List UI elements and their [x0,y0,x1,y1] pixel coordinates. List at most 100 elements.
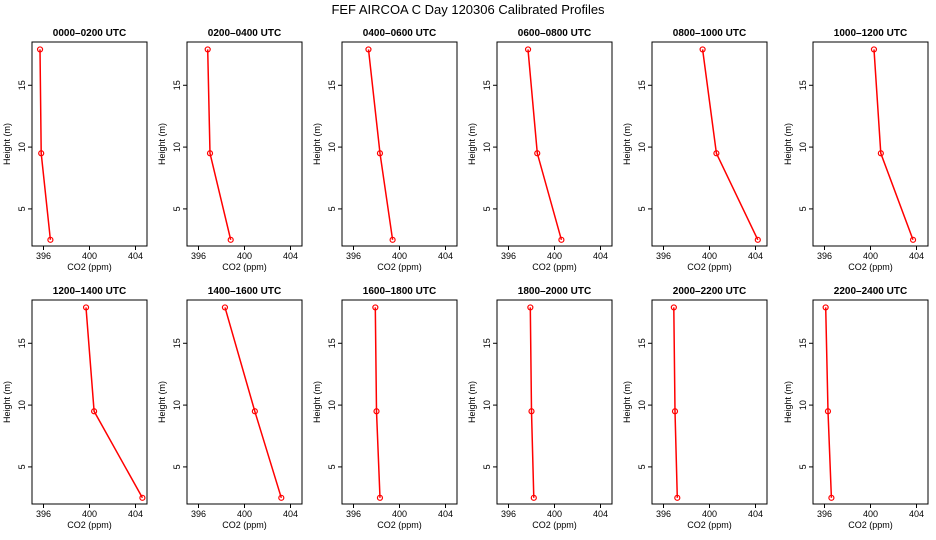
y-tick-label: 5 [482,464,492,469]
x-tick-label: 404 [748,509,763,519]
data-point [670,304,677,311]
y-tick-label: 15 [637,80,647,90]
panel-10: 1800–2000 UTC 396 400 404 5 10 15 CO2 (ppm) Heig… [467,286,613,530]
data-point [530,494,537,501]
x-tick-label: 396 [191,509,206,519]
x-tick-label: 396 [501,251,516,261]
data-point [227,236,234,243]
x-tick-label: 404 [438,251,453,261]
y-tick-label: 15 [637,338,647,348]
x-tick-label: 396 [346,251,361,261]
panel-title: 1800–2000 UTC [518,286,591,297]
panel-3: 0400–0600 UTC 396 400 404 5 10 15 CO2 (ppm) Heig… [312,28,458,272]
profile-line [206,49,232,240]
plot-frame [186,299,303,505]
profile-line [374,307,381,498]
y-tick-label: 15 [798,338,808,348]
data-point [376,150,384,157]
panel-title: 0400–0600 UTC [363,28,436,39]
y-tick-label: 10 [17,400,27,410]
panel-2: 0200–0400 UTC 396 400 404 5 10 15 CO2 (ppm) Heig… [157,28,303,272]
y-tick-label: 5 [327,206,337,211]
y-tick-label: 10 [172,400,182,410]
y-tick-label: 5 [327,464,337,469]
data-point [372,304,379,311]
data-point [824,408,832,415]
panel-title: 2000–2200 UTC [673,286,746,297]
panels-grid: 0000–0200 UTC 396 400 404 5 10 15 CO2 (ppm) Heig… [2,28,929,530]
panel-1: 0000–0200 UTC 396 400 404 5 10 15 CO2 (ppm) Heig… [2,28,148,272]
panel-8: 1400–1600 UTC 396 400 404 5 10 15 CO2 (ppm) Heig… [157,286,303,530]
x-tick-label: 396 [36,251,51,261]
data-point [82,304,90,311]
y-axis-label: Height (m) [157,381,167,423]
profile-line [873,49,914,241]
data-point [534,150,541,157]
y-tick-label: 15 [172,80,182,90]
y-tick-label: 10 [327,142,337,152]
y-axis-label: Height (m) [622,123,632,165]
data-point [36,46,44,53]
y-tick-label: 15 [17,80,27,90]
data-point [877,150,884,157]
data-point [870,46,878,53]
x-tick-label: 400 [392,509,407,519]
y-tick-label: 15 [482,338,492,348]
x-tick-label: 400 [863,509,878,519]
panel-title: 0800–1000 UTC [673,28,746,39]
y-tick-label: 10 [17,142,27,152]
y-tick-label: 10 [637,400,647,410]
data-point [527,304,534,311]
x-tick-label: 404 [748,251,763,261]
x-tick-label: 396 [36,509,51,519]
x-tick-label: 400 [547,509,562,519]
data-point [754,236,761,243]
data-point [699,46,706,53]
x-axis-label: CO2 (ppm) [67,520,112,530]
data-point [376,494,384,501]
x-tick-label: 400 [547,251,562,261]
y-tick-label: 15 [798,80,808,90]
profile-line [701,49,759,241]
panel-title: 1000–1200 UTC [834,28,907,39]
x-tick-label: 396 [817,509,832,519]
x-axis-label: CO2 (ppm) [848,520,893,530]
panel-11: 2000–2200 UTC 396 400 404 5 10 15 CO2 (ppm) Heig… [622,286,768,530]
x-tick-label: 400 [82,509,97,519]
x-tick-label: 404 [128,251,143,261]
x-tick-label: 400 [237,251,252,261]
data-point [206,150,214,157]
x-axis-label: CO2 (ppm) [687,520,732,530]
panel-title: 1600–1800 UTC [363,286,436,297]
y-axis-label: Height (m) [312,123,322,165]
data-point [221,304,229,311]
y-tick-label: 15 [17,338,27,348]
x-tick-label: 400 [702,251,717,261]
y-tick-label: 5 [637,464,647,469]
x-tick-label: 404 [909,509,924,519]
data-point [671,408,679,415]
profile-line [39,49,52,240]
y-tick-label: 10 [327,400,337,410]
panel-6: 1000–1200 UTC 396 400 404 5 10 15 CO2 (ppm) Heig… [783,28,929,272]
plot-frame [341,41,458,247]
y-tick-label: 10 [172,142,182,152]
data-point [47,236,54,243]
x-axis-label: CO2 (ppm) [848,262,893,272]
panel-title: 0000–0200 UTC [53,28,126,39]
x-tick-label: 404 [128,509,143,519]
profile-line [824,307,833,498]
y-axis-label: Height (m) [467,381,477,423]
y-tick-label: 5 [172,206,182,211]
y-tick-label: 10 [798,400,808,410]
x-tick-label: 404 [593,251,608,261]
data-point [909,236,917,243]
data-point [524,46,532,53]
x-tick-label: 396 [191,251,206,261]
figure-title: FEF AIRCOA C Day 120306 Calibrated Profi… [331,2,605,17]
y-tick-label: 5 [798,206,808,211]
y-tick-label: 10 [482,142,492,152]
panel-title: 1400–1600 UTC [208,286,281,297]
panel-12: 2200–2400 UTC 396 400 404 5 10 15 CO2 (ppm) Heig… [783,286,929,530]
